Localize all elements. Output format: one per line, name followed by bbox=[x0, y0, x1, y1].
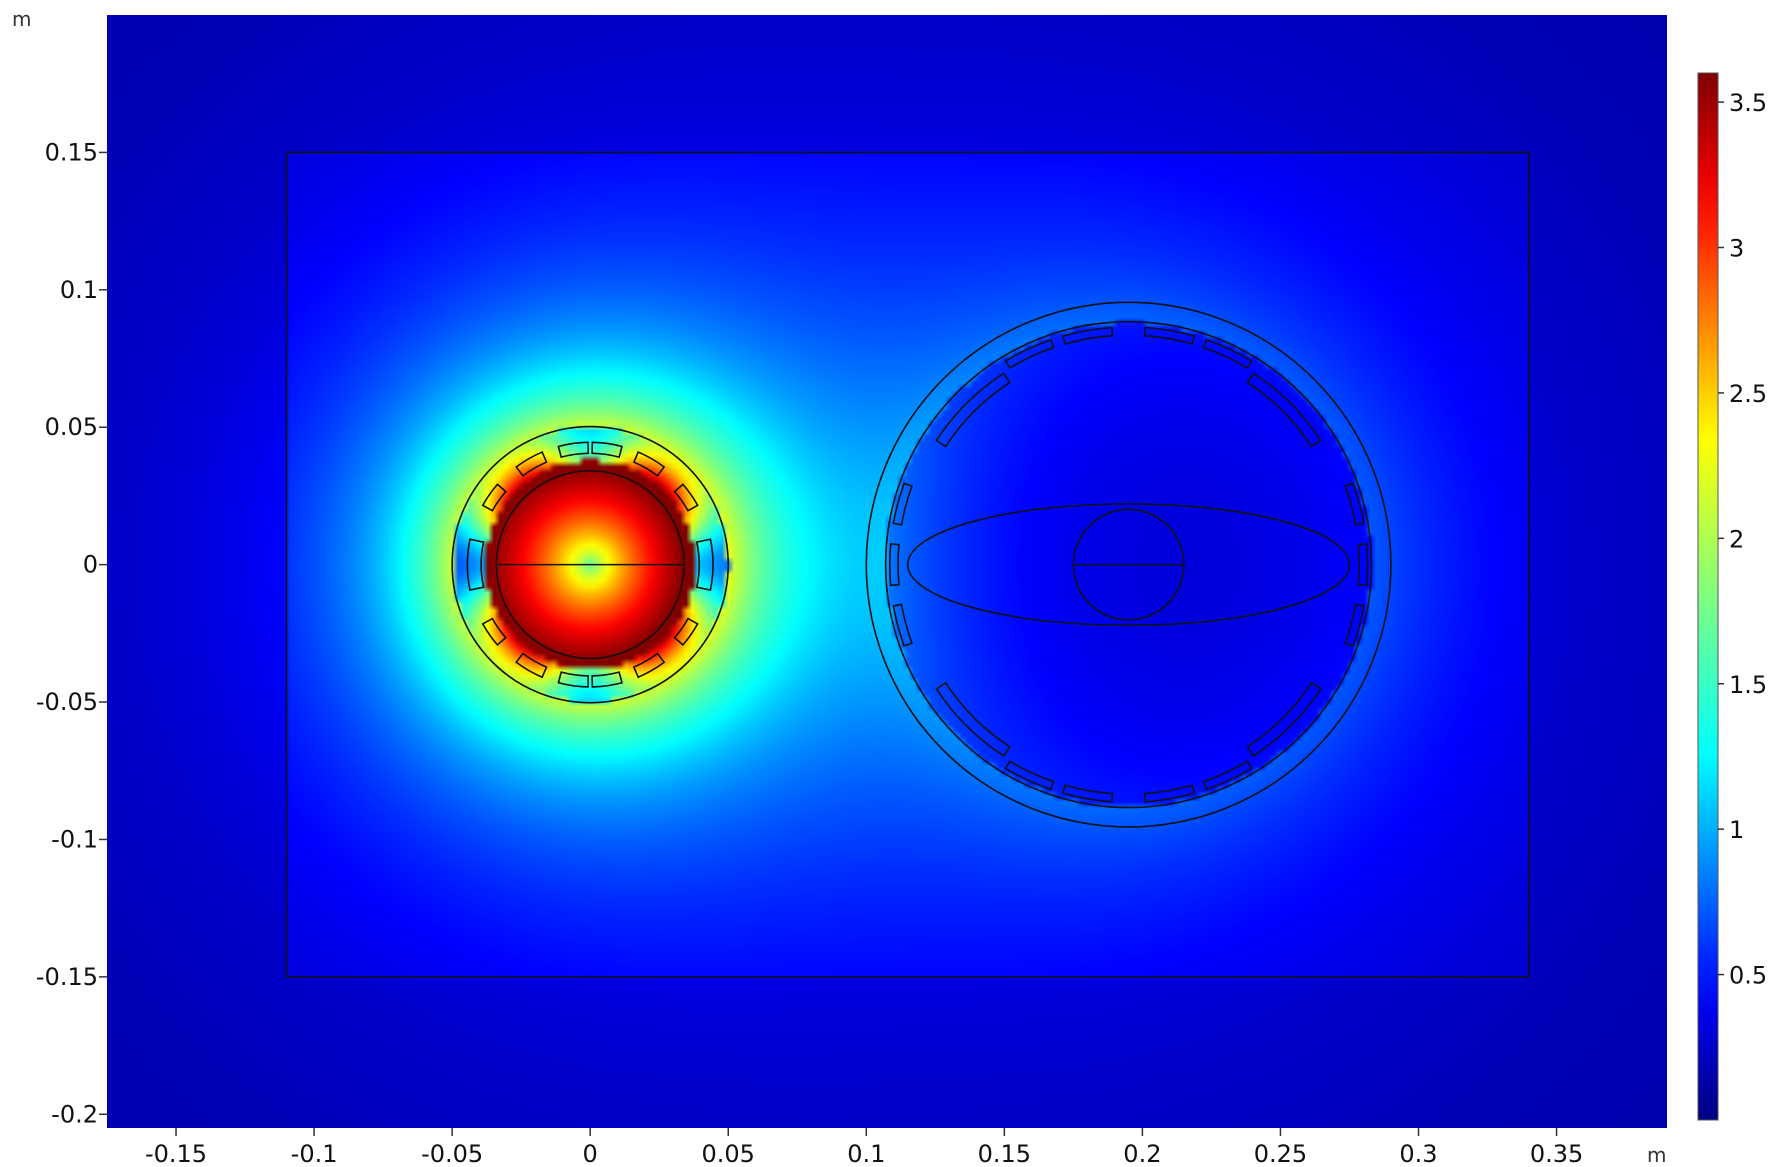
colorbar: 0.5 1 1.5 2 2.5 3 3.5 bbox=[1697, 72, 1767, 1121]
large-slot bbox=[1143, 784, 1196, 803]
y-tick-label: -0.05 bbox=[36, 688, 98, 716]
large-slot bbox=[1004, 760, 1055, 791]
small-slot bbox=[632, 451, 666, 477]
small-slot bbox=[515, 451, 548, 477]
large-slot bbox=[888, 543, 900, 587]
large-inner-circle bbox=[884, 320, 1373, 809]
large-slot bbox=[935, 372, 1011, 448]
colorbar-ticks: 0.5 1 1.5 2 2.5 3 3.5 bbox=[1718, 89, 1767, 990]
small-slot bbox=[466, 538, 485, 592]
x-tick-label: -0.1 bbox=[291, 1140, 338, 1167]
small-slot bbox=[591, 671, 623, 688]
large-slot bbox=[892, 482, 913, 526]
large-slot bbox=[1357, 543, 1369, 587]
small-slot bbox=[557, 671, 590, 688]
plot-area bbox=[107, 15, 1667, 1128]
x-tick-label: 0.2 bbox=[1123, 1140, 1161, 1167]
colorbar-tick-label: 2.5 bbox=[1729, 380, 1767, 408]
small-slot bbox=[695, 538, 714, 592]
x-tick-label: 0.35 bbox=[1530, 1140, 1583, 1167]
x-tick-label: -0.05 bbox=[421, 1140, 483, 1167]
y-unit-label: m bbox=[12, 7, 31, 31]
small-slot bbox=[481, 617, 507, 646]
colorbar-tick-label: 3.5 bbox=[1729, 89, 1767, 117]
heatmap-field bbox=[107, 15, 1667, 1128]
colorbar-tick-label: 2 bbox=[1729, 525, 1744, 553]
x-unit-label: m bbox=[1647, 1143, 1666, 1167]
small-slot bbox=[481, 483, 507, 512]
colorbar-bar bbox=[1697, 72, 1719, 1121]
y-tick-label: -0.1 bbox=[51, 825, 98, 853]
large-slot bbox=[1143, 326, 1196, 346]
colorbar-tick-label: 1 bbox=[1729, 816, 1744, 844]
small-slot bbox=[632, 652, 666, 679]
colorbar-tick-label: 3 bbox=[1729, 235, 1744, 263]
domain-boundary-rect bbox=[285, 151, 1530, 978]
geometry-outlines bbox=[285, 151, 1530, 978]
y-tick-label: 0 bbox=[83, 551, 98, 579]
x-tick-label: 0.25 bbox=[1254, 1140, 1307, 1167]
large-slot bbox=[1061, 784, 1114, 803]
large-slot bbox=[935, 681, 1011, 758]
large-slot bbox=[1246, 681, 1322, 758]
y-axis-ticks: 0.15 0.1 0.05 0 -0.05 -0.1 -0.15 -0.2 bbox=[36, 138, 107, 1128]
small-slot bbox=[591, 441, 623, 459]
small-slot bbox=[673, 483, 699, 512]
x-tick-label: -0.15 bbox=[145, 1140, 207, 1167]
large-slot bbox=[1344, 603, 1365, 647]
small-outer-circle bbox=[451, 425, 730, 704]
x-axis-ticks: -0.15 -0.1 -0.05 0 0.05 0.1 0.15 0.2 0.25 0.3 0.35 bbox=[145, 1128, 1583, 1167]
large-slot bbox=[1061, 326, 1114, 346]
large-slot bbox=[1344, 482, 1365, 526]
x-tick-label: 0.1 bbox=[847, 1140, 885, 1167]
large-slot bbox=[1004, 338, 1055, 370]
y-tick-label: 0.05 bbox=[45, 413, 98, 441]
colorbar-tick-label: 1.5 bbox=[1729, 671, 1767, 699]
colorbar-tick-label: 0.5 bbox=[1729, 962, 1767, 990]
y-tick-label: 0.15 bbox=[45, 138, 98, 166]
large-slot bbox=[892, 603, 913, 647]
y-tick-label: 0.1 bbox=[60, 276, 98, 304]
large-slot bbox=[1202, 760, 1253, 791]
x-tick-label: 0.05 bbox=[702, 1140, 755, 1167]
large-slot bbox=[1202, 338, 1253, 370]
large-slot bbox=[1246, 372, 1322, 448]
x-tick-label: 0.15 bbox=[978, 1140, 1031, 1167]
small-slot bbox=[557, 441, 590, 459]
y-tick-label: -0.15 bbox=[36, 963, 98, 991]
small-slot bbox=[515, 652, 548, 679]
y-tick-label: -0.2 bbox=[51, 1100, 98, 1128]
small-slot bbox=[673, 617, 699, 646]
large-ellipse bbox=[906, 503, 1351, 627]
x-tick-label: 0.3 bbox=[1399, 1140, 1437, 1167]
x-tick-label: 0 bbox=[583, 1140, 598, 1167]
large-outer-circle bbox=[865, 301, 1392, 828]
